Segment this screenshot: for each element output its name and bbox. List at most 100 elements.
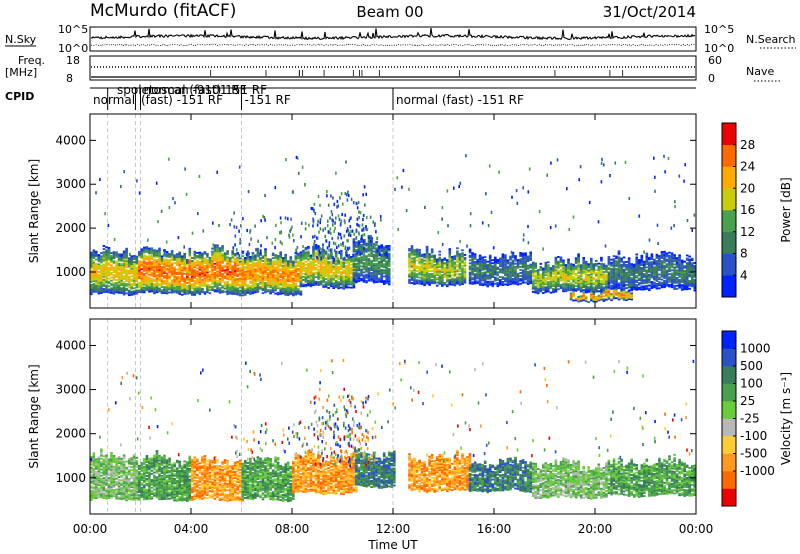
power-cell (186, 288, 189, 291)
power-cell (340, 262, 343, 264)
power-cell (163, 292, 166, 294)
power-cell (284, 289, 287, 292)
power-cell (660, 263, 664, 266)
power-cell (158, 276, 161, 279)
power-cell (90, 274, 93, 277)
power-cell (612, 255, 616, 258)
power-cell (542, 272, 545, 275)
power-cell (352, 244, 356, 247)
power-cell (218, 274, 222, 277)
power-cell (478, 270, 482, 272)
power-cell (284, 290, 287, 293)
power-cell (299, 260, 303, 263)
power-cell (516, 280, 520, 283)
power-cell (178, 271, 181, 274)
power-cell (261, 256, 265, 259)
power-cell (501, 262, 505, 265)
power-cell (617, 261, 621, 263)
power-cell (340, 249, 343, 252)
power-cell (236, 284, 239, 287)
power-cell (612, 292, 616, 295)
power-cell (600, 275, 603, 278)
power-cell (266, 284, 270, 287)
power-cell (531, 278, 535, 281)
power-cell (279, 279, 282, 281)
power-cell (236, 264, 239, 267)
power-cell (150, 272, 154, 274)
power-cell (461, 260, 464, 262)
power-cell (132, 290, 136, 293)
power-cell (216, 273, 219, 276)
power-cell (630, 266, 633, 269)
power-cell (387, 246, 391, 249)
power-cell (627, 295, 631, 297)
power-cell (516, 260, 520, 263)
power-cell (168, 259, 171, 262)
power-cell (420, 273, 424, 276)
power-cell (206, 285, 209, 288)
power-cell (597, 265, 601, 268)
power-cell (564, 268, 568, 271)
power-cell (410, 259, 414, 261)
power-cell (370, 250, 373, 253)
power-cell (549, 282, 553, 285)
power-cell (117, 274, 121, 277)
power-cell (413, 249, 416, 252)
power-cell (637, 274, 641, 277)
power-cell (102, 255, 106, 258)
power-cell (625, 280, 628, 283)
power-cell (314, 248, 318, 251)
power-cell (289, 287, 293, 289)
power-cell (309, 270, 313, 272)
power-cell (271, 261, 275, 264)
power-cell (595, 289, 598, 291)
power-cell (352, 279, 356, 282)
power-cell (347, 258, 351, 261)
power-cell (630, 295, 633, 298)
power-cell (279, 274, 282, 277)
power-cell (256, 253, 260, 256)
power-cell (231, 286, 234, 289)
power-cell (622, 292, 626, 295)
power-cell (435, 278, 439, 281)
power-cell (100, 266, 103, 268)
power-cell (382, 252, 386, 255)
power-cell (640, 277, 644, 280)
power-cell (198, 267, 202, 269)
power-cell (100, 272, 103, 275)
power-cell (428, 274, 431, 277)
power-cell (501, 271, 505, 274)
power-cell (648, 263, 651, 265)
power-cell (92, 274, 96, 276)
power-cell (276, 270, 280, 273)
power-cell (352, 276, 356, 279)
power-cell (668, 264, 671, 266)
power-cell (516, 262, 520, 264)
power-cell (425, 245, 429, 248)
power-cell (143, 262, 146, 264)
power-cell (579, 281, 583, 284)
power-cell (261, 266, 265, 268)
power-cell (610, 275, 613, 278)
power-cell (251, 272, 255, 275)
power-cell (362, 277, 366, 280)
power-cell (367, 264, 371, 267)
power-cell (653, 258, 656, 261)
power-cell (590, 291, 593, 294)
power-cell (435, 267, 439, 270)
power-cell (329, 279, 333, 281)
power-cell (203, 269, 207, 272)
power-cell (180, 293, 184, 296)
power-cell (549, 276, 553, 279)
power-cell (476, 277, 479, 280)
power-cell (259, 283, 262, 286)
power-cell (362, 263, 366, 266)
power-cell (577, 276, 580, 279)
power-cell (213, 273, 217, 276)
power-cell (486, 283, 489, 286)
power-cell (153, 258, 156, 261)
power-cell (236, 273, 239, 276)
power-cell (425, 273, 429, 276)
power-cell (271, 281, 275, 284)
